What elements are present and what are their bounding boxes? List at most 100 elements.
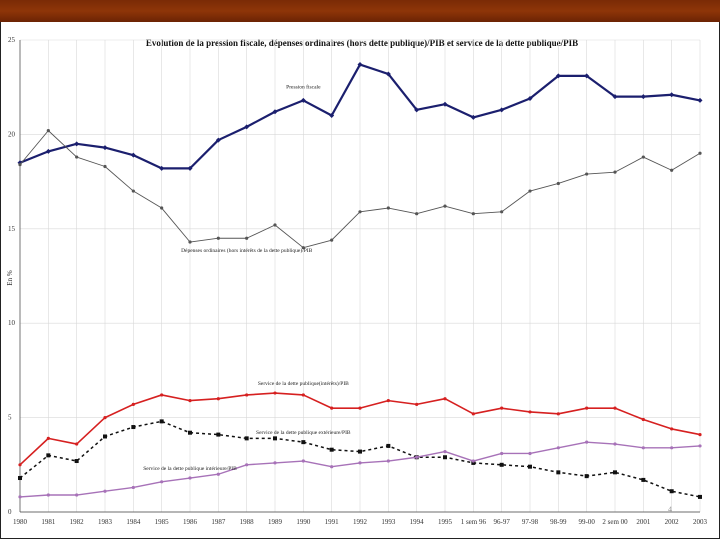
data-point (215, 137, 221, 143)
data-point (301, 440, 306, 445)
data-point (499, 107, 505, 113)
data-point (18, 463, 22, 467)
data-point (500, 210, 504, 214)
x-tick-label: 99-00 (578, 518, 595, 526)
data-point (528, 451, 532, 456)
data-point (640, 94, 646, 100)
data-point (669, 489, 674, 494)
series-label: Service de la dette publique(intérêts)/P… (258, 380, 349, 387)
data-point (216, 397, 220, 401)
data-point (528, 464, 532, 469)
x-tick-label: 1983 (98, 518, 113, 526)
axis-layer: 0 5 10 15 20 25 1980 1981 1982 1983 1984 1985 1986 19… (8, 36, 708, 526)
x-tick-label: 1994 (410, 518, 425, 526)
data-point (613, 442, 617, 446)
data-point (18, 495, 22, 499)
data-point (188, 430, 192, 435)
data-point (528, 410, 532, 414)
x-tick-label: 1993 (381, 518, 396, 526)
x-tick-label: 1982 (70, 518, 85, 526)
x-tick-label: 1986 (183, 518, 198, 526)
data-point (442, 101, 448, 107)
y-tick-label: 5 (8, 414, 12, 422)
data-point (414, 107, 420, 113)
series-label: Service de la dette publique extérieure/… (256, 430, 351, 436)
data-point (330, 238, 334, 242)
data-point (329, 447, 334, 452)
x-tick-label: 1991 (325, 518, 340, 526)
data-point (669, 92, 675, 98)
data-point (386, 443, 391, 448)
data-point (471, 212, 475, 216)
data-point (159, 419, 164, 424)
data-point (698, 494, 702, 499)
data-point (641, 477, 646, 482)
x-tick-label: 2 sem 00 (602, 518, 628, 526)
x-tick-label: 1980 (13, 518, 28, 526)
data-point (670, 168, 674, 172)
data-point (641, 417, 645, 422)
data-point (244, 124, 250, 130)
series-label: Pression fiscale (286, 83, 321, 90)
data-point (159, 165, 165, 171)
data-point (585, 406, 589, 410)
data-point (698, 432, 702, 437)
data-point (45, 148, 51, 154)
x-tick-label: 1981 (41, 518, 56, 526)
data-point (131, 189, 135, 193)
series-label: Service de la dette publique intérieure/… (143, 466, 237, 472)
data-point (273, 223, 277, 227)
data-point (471, 459, 475, 463)
data-point (613, 406, 617, 410)
data-point (301, 393, 305, 397)
data-point (443, 397, 447, 401)
data-point (330, 406, 334, 410)
chart-title: Evolution de la pression fiscale, dépens… (146, 38, 578, 48)
data-point (130, 152, 136, 158)
data-point (216, 236, 220, 240)
data-point (527, 96, 533, 102)
data-point (443, 204, 447, 208)
data-point (103, 434, 107, 439)
y-tick-label: 10 (8, 319, 16, 327)
data-point (103, 416, 107, 420)
data-point (74, 459, 79, 464)
data-point (698, 444, 702, 448)
x-tick-label: 1984 (126, 518, 141, 526)
x-tick-label: 1988 (240, 518, 255, 526)
data-point (46, 129, 50, 133)
y-tick-label: 0 (8, 508, 12, 516)
y-tick-label: 25 (8, 36, 16, 44)
data-point (300, 97, 306, 103)
x-tick-label: 1989 (268, 518, 283, 526)
data-point (556, 470, 561, 475)
data-point (245, 463, 249, 467)
series-label: Dépenses ordinaires (hors intérêts de la… (181, 247, 313, 254)
series-3 (18, 391, 702, 467)
x-tick-label: 2002 (665, 518, 680, 526)
data-point (698, 151, 702, 155)
data-point (358, 210, 362, 214)
x-tick-label: 1 sem 96 (461, 518, 487, 526)
data-point (103, 489, 107, 493)
data-point (358, 461, 362, 465)
series-4 (18, 419, 702, 499)
data-point (613, 470, 617, 475)
y-tick-label: 15 (8, 225, 16, 233)
data-point (556, 412, 560, 416)
data-point (697, 97, 703, 103)
data-point (415, 212, 419, 216)
data-point (470, 114, 476, 120)
data-point (386, 459, 390, 463)
x-tick-label: 1995 (438, 518, 453, 526)
data-point (75, 442, 79, 446)
data-point (188, 399, 192, 403)
grid-layer (19, 39, 701, 513)
x-tick-label: 2001 (636, 518, 651, 526)
data-point (585, 172, 589, 176)
x-tick-label: 97-98 (522, 518, 539, 526)
data-point (585, 440, 589, 444)
data-point (103, 164, 107, 169)
data-point (187, 165, 193, 171)
